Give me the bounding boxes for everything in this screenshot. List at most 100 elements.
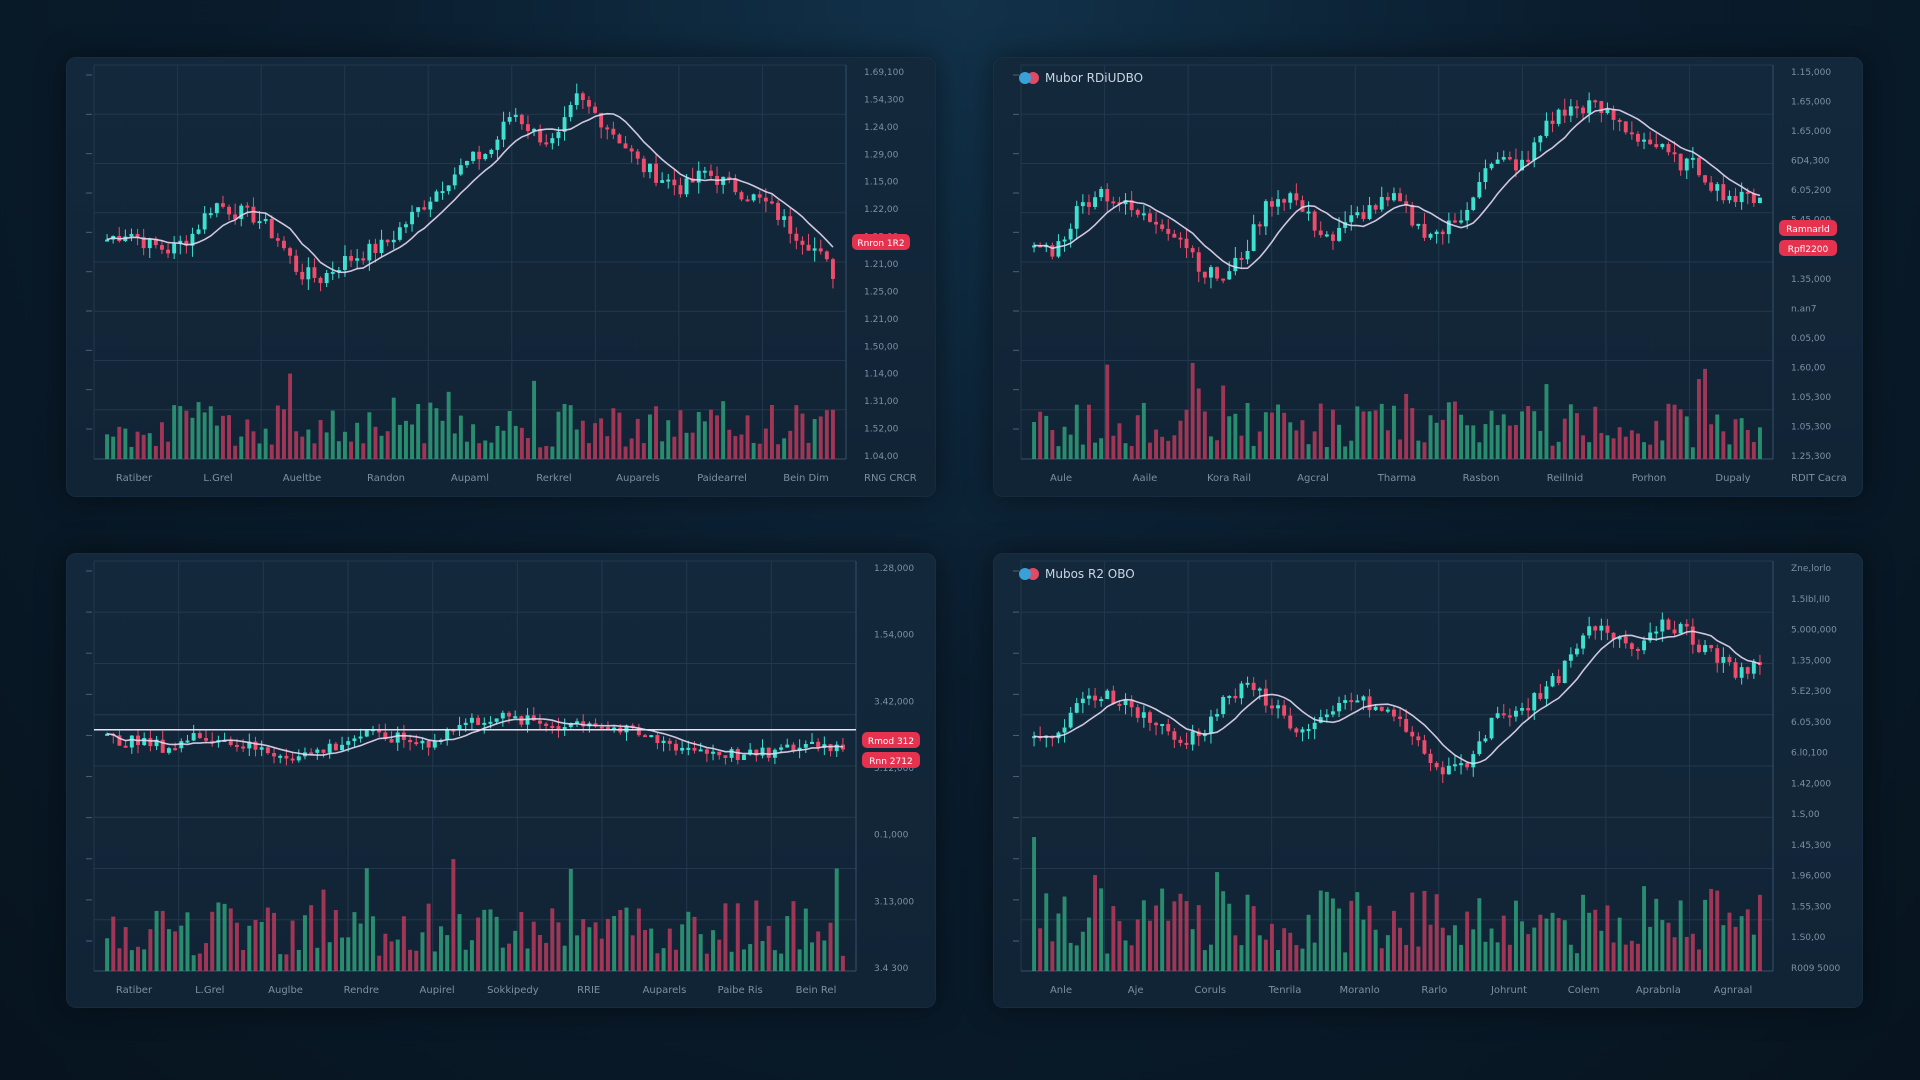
candle-body xyxy=(1123,200,1128,205)
y-tick-label: 1.69,100 xyxy=(864,68,904,78)
candle-body xyxy=(1208,267,1213,278)
candle-body xyxy=(757,194,762,198)
volume-bar xyxy=(428,402,433,459)
volume-bar xyxy=(210,911,215,971)
volume-bar xyxy=(1312,431,1317,459)
volume-bar xyxy=(1080,444,1085,459)
candle-body xyxy=(617,134,622,144)
candle-body xyxy=(748,749,753,755)
candle-body xyxy=(1221,696,1226,715)
chart-panel-1[interactable]: 1.69,100 1.54,300 1.24,00 1.29,00 1.15,00 1.2… xyxy=(66,57,936,497)
candle-body xyxy=(306,267,311,280)
candle-body xyxy=(581,721,586,727)
chart-panel-4[interactable]: Zne,lorlo 1.5Ibl,Il0 5.000,000 1.35,000 5.E2… xyxy=(993,553,1863,1008)
volume-bar xyxy=(383,933,388,971)
candle-body xyxy=(766,747,771,758)
y-tick-label: 1.50,00 xyxy=(864,342,899,352)
volume-bar xyxy=(184,410,189,459)
y-tick-label: 6.l0,100 xyxy=(1791,749,1828,759)
volume-bar xyxy=(391,397,396,459)
candle-body xyxy=(556,726,561,730)
candle-body xyxy=(1660,143,1665,148)
y-tick-label: 1.35,000 xyxy=(1791,275,1831,285)
volume-bar xyxy=(1666,403,1671,459)
volume-bar xyxy=(1507,944,1512,971)
candle-body xyxy=(1245,682,1250,685)
candle-body xyxy=(568,105,573,118)
x-tick-label: Auglbe xyxy=(268,985,303,996)
candle-body xyxy=(281,240,286,249)
candle-body xyxy=(251,206,256,223)
candle-body xyxy=(763,197,768,202)
volume-bar xyxy=(692,916,697,971)
volume-bar xyxy=(1696,949,1701,971)
candle-body xyxy=(179,741,184,749)
candle-body xyxy=(432,740,437,748)
x-tick-label: Agnraal xyxy=(1714,985,1753,996)
volume-bar xyxy=(1123,940,1128,971)
volume-bar xyxy=(1306,444,1311,459)
candle-body xyxy=(1611,632,1616,640)
volume-bar xyxy=(757,443,762,459)
volume-bar xyxy=(1312,942,1317,971)
candle-body xyxy=(1745,667,1750,674)
candle-body xyxy=(824,251,829,260)
candle-body xyxy=(1696,644,1701,653)
candle-body xyxy=(1184,742,1189,745)
candle-body xyxy=(1581,107,1586,114)
volume-bar xyxy=(1391,405,1396,459)
candle-body xyxy=(1074,703,1079,713)
volume-bar xyxy=(1660,440,1665,459)
y-tick-label: 1.31,00 xyxy=(864,397,899,407)
chart-panel-3[interactable]: 1.28,000 1.54,000 3.42,000 5.12,000 0.1,000 3… xyxy=(66,553,936,1008)
volume-bar xyxy=(812,419,817,459)
candle-body xyxy=(711,751,716,754)
candle-body xyxy=(1129,699,1134,708)
chart-panel-2[interactable]: 1.15,0001.65,0001.65,0006D4,3006.05,2005… xyxy=(993,57,1863,497)
candle-body xyxy=(1477,741,1482,755)
volume-bar xyxy=(1330,409,1335,459)
candle-body xyxy=(1605,625,1610,633)
volume-bar xyxy=(1465,911,1470,971)
x-tick-label: Ratiber xyxy=(116,473,153,484)
volume-bar xyxy=(172,405,177,459)
candle-body xyxy=(471,151,476,161)
volume-bar xyxy=(1282,412,1287,459)
candle-body xyxy=(1574,106,1579,109)
candle-body xyxy=(727,176,732,179)
candle-body xyxy=(1251,224,1256,251)
volume-bar xyxy=(1410,892,1415,971)
volume-bar xyxy=(263,428,268,459)
candle-body xyxy=(1459,763,1464,766)
candle-body xyxy=(538,128,543,143)
candle-body xyxy=(501,121,506,140)
volume-bar xyxy=(1093,875,1098,971)
candlestick-chart-4: Zne,lorlo 1.5Ibl,Il0 5.000,000 1.35,000 5.E2… xyxy=(1013,560,1840,996)
volume-bar xyxy=(1501,414,1506,459)
candle-body xyxy=(1062,727,1067,733)
x-tick-label: Rerkrel xyxy=(536,473,571,484)
volume-bar xyxy=(1623,944,1628,971)
candle-body xyxy=(1550,120,1555,124)
candle-body xyxy=(1629,643,1634,649)
candle-body xyxy=(1056,241,1061,257)
volume-bar xyxy=(834,868,839,971)
y-tick-label: 6.05,300 xyxy=(1791,718,1831,728)
volume-bar xyxy=(599,418,604,459)
candle-body xyxy=(327,743,332,753)
candle-body xyxy=(1111,201,1116,204)
volume-bar xyxy=(1245,894,1250,971)
candle-body xyxy=(830,259,835,279)
candle-body xyxy=(426,740,431,748)
volume-bar xyxy=(123,927,128,971)
volume-bar xyxy=(741,949,746,971)
candle-body xyxy=(840,744,845,750)
candle-body xyxy=(1721,184,1726,201)
volume-bar xyxy=(810,942,814,971)
volume-bar xyxy=(1434,422,1439,459)
candle-body xyxy=(1526,708,1531,711)
candle-body xyxy=(1062,239,1067,242)
candle-body xyxy=(1190,248,1195,253)
candle-body xyxy=(708,170,713,176)
candle-body xyxy=(1404,201,1409,205)
